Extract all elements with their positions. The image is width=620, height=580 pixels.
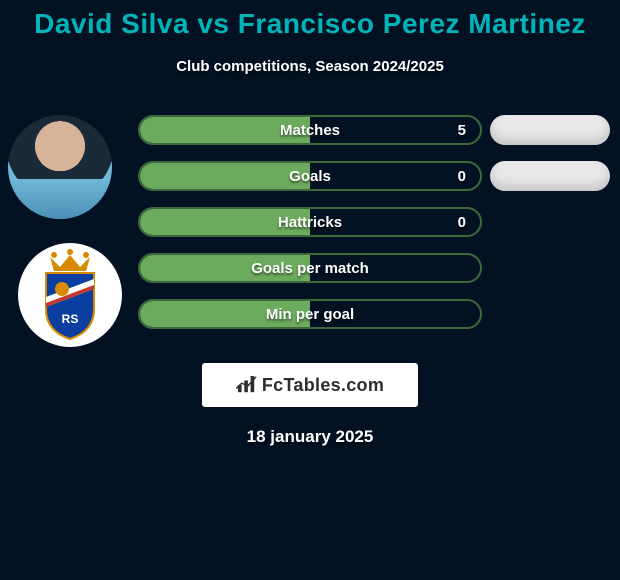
stats-panel: RS Matches5Goals0Hattricks0Goals per mat… — [0, 115, 620, 355]
stat-label: Goals — [140, 163, 480, 189]
svg-text:RS: RS — [62, 312, 79, 326]
stat-label: Matches — [140, 117, 480, 143]
stat-label: Goals per match — [140, 255, 480, 281]
vs-separator: vs — [197, 8, 229, 39]
stat-row: Matches5 — [138, 115, 482, 145]
stat-label: Min per goal — [140, 301, 480, 327]
stat-row: Hattricks0 — [138, 207, 482, 237]
stat-pill-p2 — [490, 115, 610, 145]
player2-pills — [490, 115, 610, 345]
source-name: FcTables.com — [262, 375, 384, 396]
stat-value-p1: 0 — [458, 163, 466, 189]
club-badge: RS — [18, 243, 122, 347]
stat-value-p1: 0 — [458, 209, 466, 235]
player1-avatar — [8, 115, 112, 219]
stat-row: Min per goal — [138, 299, 482, 329]
stat-value-p1: 5 — [458, 117, 466, 143]
stat-label: Hattricks — [140, 209, 480, 235]
comparison-title: David Silva vs Francisco Perez Martinez — [0, 0, 620, 40]
player2-name: Francisco Perez Martinez — [238, 8, 586, 39]
source-badge: FcTables.com — [202, 363, 418, 407]
stat-rows: Matches5Goals0Hattricks0Goals per matchM… — [138, 115, 482, 345]
stat-pill-p2 — [490, 161, 610, 191]
snapshot-date: 18 january 2025 — [0, 427, 620, 447]
stat-row: Goals per match — [138, 253, 482, 283]
bar-chart-icon — [236, 376, 258, 394]
stat-row: Goals0 — [138, 161, 482, 191]
season-subtitle: Club competitions, Season 2024/2025 — [0, 58, 620, 75]
player1-name: David Silva — [34, 8, 189, 39]
